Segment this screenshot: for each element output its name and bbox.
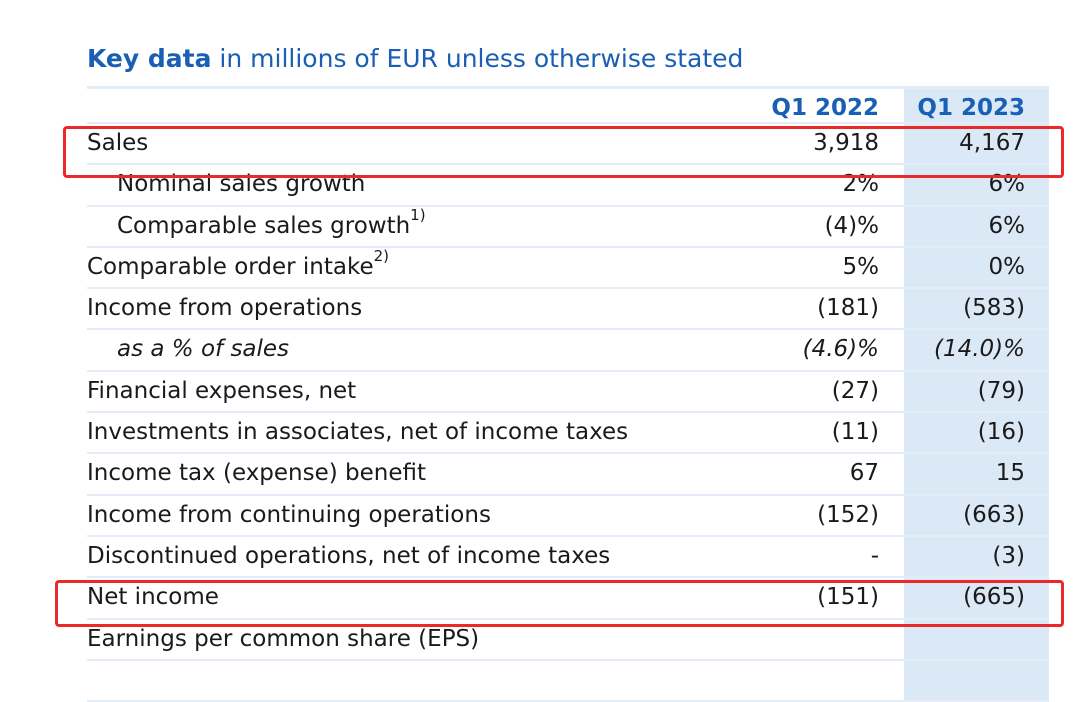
cell-q1-2022: (4.6)% [802,336,879,363]
cell-q1-2022: 67 [849,460,879,487]
key-data-table: Q1 2022 Q1 2023 Sales 3,918 4,167 Nomina… [87,86,1049,702]
table-row-discontinued-operations: Discontinued operations, net of income t… [87,536,1049,579]
table-row-eps: Earnings per common share (EPS) [87,619,1049,661]
cell-q1-2022: 2% [842,171,880,198]
table-row-income-continuing-operations: Income from continuing operations (152) … [87,495,1049,537]
cell-q1-2023: (583) [904,289,1049,329]
cell-q1-2023 [904,619,1049,659]
cell-q1-2022: 5% [842,253,880,280]
table-row-sales: Sales 3,918 4,167 [87,124,1049,166]
row-label: Discontinued operations, net of income t… [87,542,611,569]
cell-q1-2023: (16) [904,413,1049,453]
table-row-nominal-sales-growth: Nominal sales growth 2% 6% [87,165,1049,207]
cell-q1-2023: 4,167 [904,124,1049,164]
table-row-investments-in-associates: Investments in associates, net of income… [87,413,1049,455]
cell-q1-2023: (3) [904,536,1049,577]
row-label: Income from operations [87,295,363,322]
row-label: Earnings per common share (EPS) [87,625,480,652]
table-title-bold: Key data [87,44,212,73]
cell-q1-2023: (79) [904,371,1049,412]
row-label: Investments in associates, net of income… [87,419,629,446]
cell-q1-2023: 0% [904,247,1049,288]
cell-q1-2023: 6% [904,165,1049,205]
table-row-income-tax: Income tax (expense) benefit 67 15 [87,454,1049,496]
column-header-q1-2022: Q1 2022 [771,95,879,121]
column-header-q1-2023: Q1 2023 [904,89,1049,122]
row-label: Sales [87,130,149,156]
row-label: Financial expenses, net [87,377,357,404]
cell-q1-2022: (151) [817,584,879,611]
cell-q1-2023: (665) [904,578,1049,618]
table-row-financial-expenses: Financial expenses, net (27) (79) [87,371,1049,414]
table-row-as-percent-of-sales: as a % of sales (4.6)% (14.0)% [87,330,1049,372]
table-row-comparable-order-intake: Comparable order intake2) 5% 0% [87,247,1049,290]
cell-q1-2023: (663) [904,495,1049,535]
cell-q1-2022: - [870,542,879,569]
cell-q1-2022: (11) [831,419,879,446]
row-label: Nominal sales growth [117,171,366,198]
cell-q1-2023 [904,660,1049,701]
table-row-comparable-sales-growth: Comparable sales growth1) (4)% 6% [87,206,1049,248]
cell-q1-2022: (152) [817,501,879,528]
row-label: Comparable order intake2) [87,248,389,287]
cell-q1-2022: (181) [817,295,879,322]
row-label-text: Comparable sales growth [117,212,411,239]
row-label: Income from continuing operations [87,501,491,528]
cell-q1-2023: (14.0)% [904,330,1049,370]
cell-q1-2022: (27) [831,377,879,404]
cell-q1-2023: 15 [904,454,1049,494]
cell-q1-2022: 3,918 [813,130,879,156]
table-row-income-from-operations: Income from operations (181) (583) [87,289,1049,331]
row-label: Net income [87,584,219,611]
footnote-marker: 1) [410,205,426,224]
table-row-net-income: Net income (151) (665) [87,578,1049,620]
row-label-text: Comparable order intake [87,253,374,280]
table-title: Key data in millions of EUR unless other… [87,44,743,73]
cell-q1-2022: (4)% [824,212,879,239]
row-label: Comparable sales growth1) [117,207,426,246]
row-label: Income tax (expense) benefit [87,460,427,487]
row-label: as a % of sales [117,336,290,363]
table-header-row: Q1 2022 Q1 2023 [87,86,1049,124]
table-row-partial [87,660,1049,702]
cell-q1-2023: 6% [904,206,1049,246]
table-title-rest: in millions of EUR unless otherwise stat… [211,44,744,73]
footnote-marker: 2) [373,247,390,266]
